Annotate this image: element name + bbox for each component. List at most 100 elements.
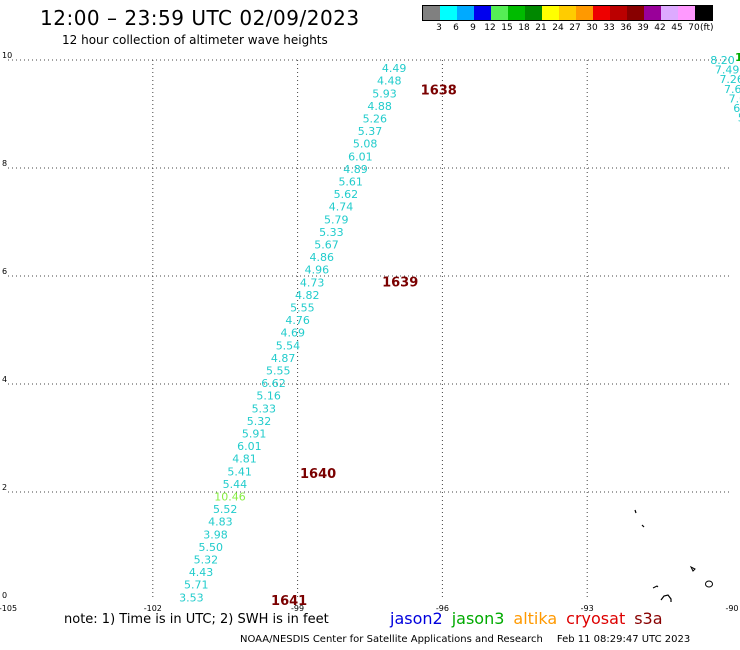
- wave-height-legend: 3 6 9 12 15 18 21 24 27 30 33 36 39 42 45 70 (ft): [422, 5, 714, 35]
- wave-height-value: 5.62: [334, 188, 359, 201]
- wave-height-value: 4.81: [232, 453, 257, 466]
- legend-tick-label: 12: [484, 23, 496, 33]
- wave-height-value: 5.54: [276, 339, 301, 352]
- coast-segment: [660, 594, 672, 602]
- wave-height-value: 3.98: [203, 528, 228, 541]
- pass-time-label: 1639: [382, 275, 418, 290]
- wave-height-value: 5.41: [227, 465, 252, 478]
- wave-height-value: 4.73: [300, 276, 325, 289]
- coastline: [634, 509, 713, 602]
- wave-height-value: 4.43: [189, 566, 214, 579]
- legend-swatch: [423, 6, 440, 20]
- legend-swatch: [491, 6, 508, 20]
- legend-swatch: [508, 6, 525, 20]
- wave-height-value: 4.74: [329, 201, 354, 214]
- wave-height-value: 5.08: [353, 138, 378, 151]
- legend-swatch: [644, 6, 661, 20]
- wave-height-value: 7.26: [719, 73, 740, 86]
- legend-color-bar: [422, 5, 713, 21]
- wave-height-value: 5.55: [290, 302, 315, 315]
- lon-tick-label: -105: [0, 604, 17, 613]
- pass-time-label: 1641: [271, 594, 307, 609]
- coast-segment: [652, 585, 659, 589]
- pass-labels: 1638 1639 1640 1641: [271, 84, 457, 609]
- legend-tick-label: 36: [620, 23, 632, 33]
- wave-height-value: 5.55: [266, 365, 291, 378]
- satellite-name: jason3: [451, 609, 505, 628]
- wave-height-tracks: 4.494.485.934.885.265.375.086.014.895.61…: [179, 51, 740, 604]
- wave-height-value: 5.61: [338, 176, 363, 189]
- lat-tick-label: 10: [2, 51, 12, 60]
- legend-tick-label: 27: [569, 23, 581, 33]
- wave-height-value: 4.48: [377, 75, 402, 88]
- wave-height-value: 6.95: [733, 102, 740, 115]
- wave-height-value: 4.76: [285, 314, 310, 327]
- legend-swatch: [474, 6, 491, 20]
- legend-unit: (ft): [700, 23, 714, 33]
- legend-tick-label: 6: [453, 23, 459, 33]
- legend-tick-label: 18: [518, 23, 530, 33]
- wave-height-value: 5.33: [252, 402, 277, 415]
- legend-swatch: [457, 6, 474, 20]
- wave-height-value: 5.32: [247, 415, 272, 428]
- lat-tick-label: 8: [2, 159, 7, 168]
- satellite-legend: jason2 jason3 altika cryosat s3a: [390, 609, 672, 628]
- legend-tick-label: 9: [470, 23, 476, 33]
- pass-time-label: 1638: [421, 84, 457, 99]
- footer-note: note: 1) Time is in UTC; 2) SWH is in fe…: [64, 612, 329, 627]
- wave-height-value: 5.16: [256, 390, 281, 403]
- wave-height-value: 5.50: [198, 541, 223, 554]
- wave-height-value: 4.88: [367, 100, 392, 113]
- wave-height-value: 4.49: [382, 62, 407, 75]
- wave-height-value: 10.46: [214, 491, 246, 504]
- map-subtitle: 12 hour collection of altimeter wave hei…: [62, 33, 328, 47]
- wave-height-value: 4.86: [309, 251, 334, 264]
- wave-height-value: 8.20: [710, 54, 735, 67]
- legend-tick-labels: 3 6 9 12 15 18 21 24 27 30 33 36 39 42 45 70 (ft): [422, 21, 713, 35]
- wave-height-value: 7.07: [729, 92, 740, 105]
- island-mark: [634, 509, 637, 514]
- legend-tick-label: 15: [501, 23, 513, 33]
- wave-height-value: 5.79: [324, 213, 349, 226]
- legend-swatch: [593, 6, 610, 20]
- wave-height-value: 4.82: [295, 289, 320, 302]
- wave-height-value: 5.91: [242, 428, 267, 441]
- satellite-name: jason2: [390, 609, 443, 628]
- legend-tick-label: 24: [552, 23, 564, 33]
- credit-text: NOAA/NESDIS Center for Satellite Applica…: [240, 634, 543, 645]
- lon-tick-label: -93: [581, 604, 594, 613]
- wave-height-value: 4.87: [271, 352, 296, 365]
- legend-tick-label: 33: [603, 23, 615, 33]
- legend-swatch: [559, 6, 576, 20]
- lon-tick-label: -99: [291, 604, 304, 613]
- wave-height-value: 7.67: [724, 83, 740, 96]
- wave-height-value: 4.96: [305, 264, 330, 277]
- wave-height-value: 5.93: [372, 87, 397, 100]
- wave-height-value: 6.01: [348, 150, 373, 163]
- wave-height-value: 5.26: [363, 113, 388, 126]
- legend-swatch: [440, 6, 457, 20]
- map-title: 12:00 – 23:59 UTC 02/09/2023: [40, 6, 360, 30]
- wave-height-value: 5.71: [184, 579, 209, 592]
- wave-height-value: 5.37: [358, 125, 383, 138]
- lat-tick-label: 2: [2, 483, 7, 492]
- lon-tick-label: -90: [725, 604, 738, 613]
- wave-height-value: 3.53: [179, 591, 204, 604]
- legend-tick-label: 3: [436, 23, 442, 33]
- legend-swatch: [678, 6, 695, 20]
- satellite-name: cryosat: [566, 609, 626, 628]
- grid-lines: [8, 59, 732, 600]
- legend-tick-label: 21: [535, 23, 547, 33]
- wave-height-value: 5.67: [314, 239, 339, 252]
- footer-credit: NOAA/NESDIS Center for Satellite Applica…: [240, 634, 690, 645]
- island-mark: [641, 524, 645, 528]
- wave-height-value: 5.52: [213, 503, 238, 516]
- legend-tick-label: 39: [637, 23, 649, 33]
- legend-swatch: [627, 6, 644, 20]
- legend-tick-label: 45: [671, 23, 683, 33]
- legend-swatch: [576, 6, 593, 20]
- wave-height-value: 4.83: [208, 516, 233, 529]
- legend-tick-label: 30: [586, 23, 598, 33]
- legend-swatch: [695, 6, 712, 20]
